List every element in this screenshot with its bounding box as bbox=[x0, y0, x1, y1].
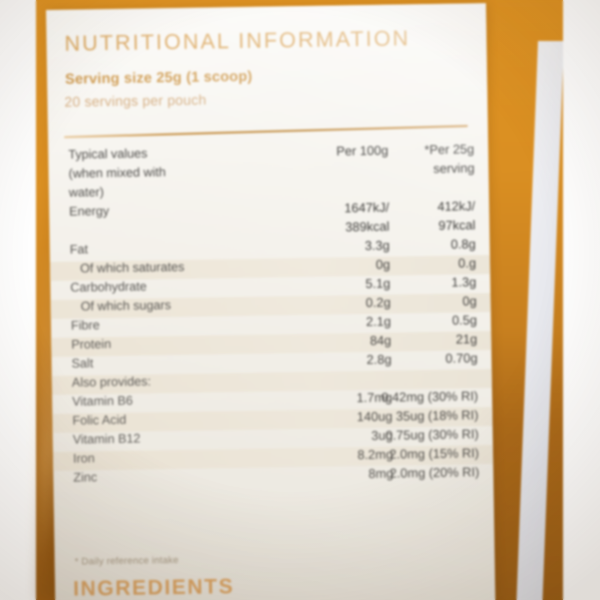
ingredients-heading: INGREDIENTS bbox=[72, 575, 235, 600]
nutrient-label: Vitamin B12 bbox=[72, 431, 141, 447]
nutrient-label: Carbohydrate bbox=[70, 279, 147, 295]
typical-values-header-line2: (when mixed with bbox=[68, 165, 166, 181]
nutrient-value-per-serving: 21g bbox=[455, 331, 478, 347]
nutrient-value-per-serving: 0.g bbox=[458, 255, 477, 271]
nutrient-label: Salt bbox=[71, 356, 94, 371]
nutrient-value-per-serving: 0.70g bbox=[445, 350, 478, 366]
nutrition-table: Typical values Per 100g *Per 25g (when m… bbox=[48, 141, 494, 490]
nutrient-value-per-serving: 0.5g bbox=[451, 312, 478, 328]
nutrient-label: Energy bbox=[69, 204, 110, 219]
typical-values-header-line1: Typical values bbox=[68, 146, 148, 162]
nutrient-label: Of which sugars bbox=[80, 298, 172, 314]
nutrient-label: Iron bbox=[72, 451, 95, 466]
nutrient-label: Also provides: bbox=[71, 374, 152, 390]
nutrient-label: Zinc bbox=[73, 470, 98, 485]
per-serving-header-line2: serving bbox=[433, 160, 475, 176]
nutrient-value-per-serving: 2.0mg (15% RI) bbox=[389, 445, 480, 462]
nutrient-label: Of which saturates bbox=[79, 259, 185, 276]
nutrition-table-body: Energy 1647kJ/412kJ/389kcal 97kcal Fat 3.3g 0… bbox=[49, 198, 494, 490]
nutrient-value-per-serving: 412kJ/ bbox=[437, 198, 476, 214]
nutrient-label: Fibre bbox=[70, 318, 100, 333]
nutrient-label: Folic Acid bbox=[72, 412, 127, 428]
serving-size-text: Serving size 25g (1 scoop) bbox=[64, 68, 253, 88]
nutrient-value-per-serving: 97kcal bbox=[438, 217, 476, 233]
nutrient-value-per-serving: 0.42mg (30% RI) bbox=[381, 388, 479, 405]
daily-reference-intake-footnote: * Daily reference intake bbox=[74, 554, 179, 568]
servings-per-pouch-text: 20 servings per pouch bbox=[64, 91, 207, 110]
header-divider-rule bbox=[63, 124, 468, 139]
nutrition-label-content: NUTRITIONAL INFORMATION Serving size 25g… bbox=[46, 3, 496, 600]
nutrient-label: Vitamin B6 bbox=[72, 393, 133, 409]
nutrient-value-per-serving: 1.3g bbox=[451, 274, 477, 290]
nutrient-value-per-serving: 0g bbox=[462, 293, 477, 309]
nutrient-value-per-serving: 0.75ug (30% RI) bbox=[385, 426, 479, 443]
per-serving-header-line1: *Per 25g bbox=[424, 141, 475, 158]
background-right-margin bbox=[563, 0, 600, 600]
nutrition-panel-title: NUTRITIONAL INFORMATION bbox=[64, 26, 411, 56]
nutrient-label: Protein bbox=[71, 337, 112, 352]
nutrient-value-per-serving: 0.8g bbox=[450, 236, 476, 252]
typical-values-header-line3: water) bbox=[68, 185, 104, 200]
nutrient-label: Fat bbox=[69, 242, 89, 257]
nutrient-value-per-serving: 2.0mg (20% RI) bbox=[389, 464, 480, 481]
nutrient-value-per-serving: 35ug (18% RI) bbox=[395, 407, 479, 424]
nutrition-label-panel: NUTRITIONAL INFORMATION Serving size 25g… bbox=[46, 3, 496, 600]
